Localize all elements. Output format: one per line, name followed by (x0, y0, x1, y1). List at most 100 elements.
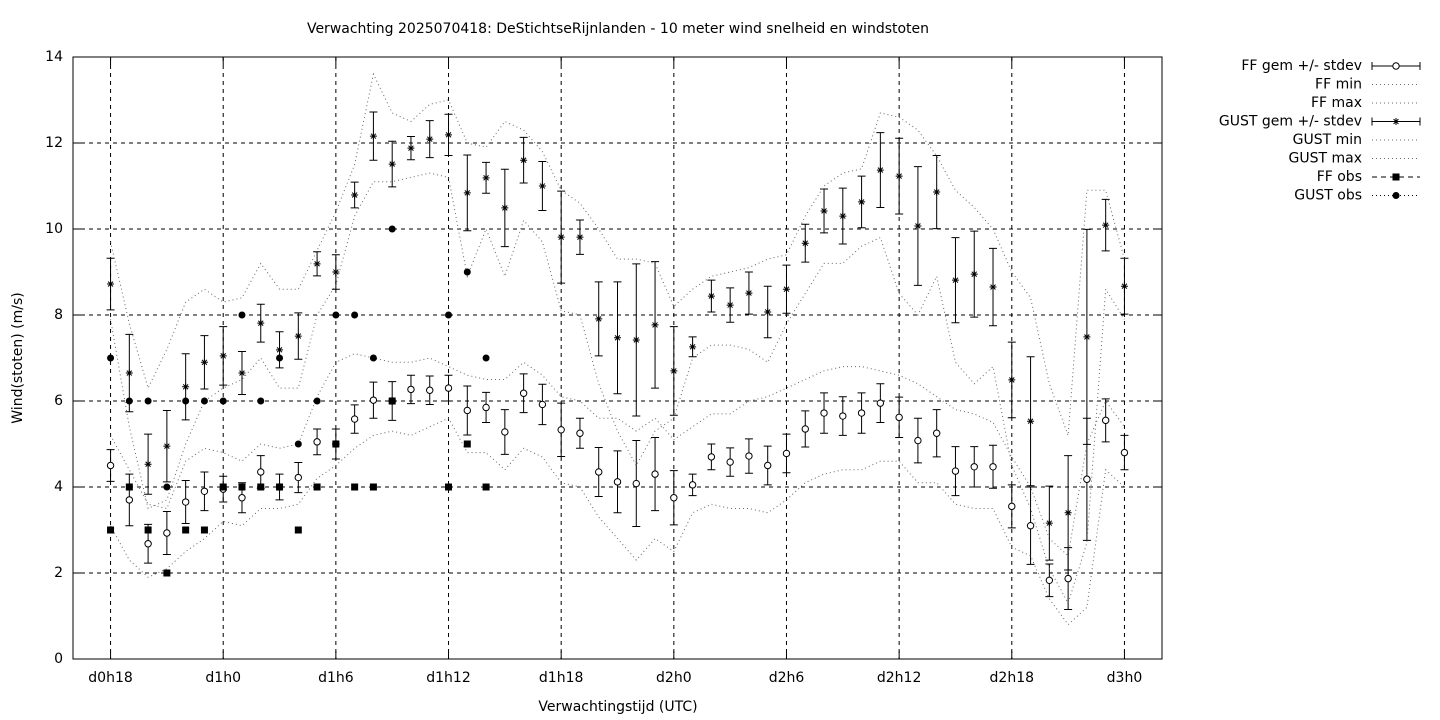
point (407, 385, 415, 394)
point (764, 461, 772, 470)
point (200, 358, 208, 366)
point (144, 397, 152, 405)
point (857, 409, 866, 417)
point (182, 397, 190, 405)
x-tick-label: d2h6 (769, 670, 805, 686)
point (951, 276, 959, 284)
point (182, 526, 190, 534)
point (276, 354, 284, 362)
point (125, 369, 133, 377)
point (932, 429, 941, 437)
point (1083, 475, 1091, 483)
point (689, 343, 697, 351)
point (351, 311, 359, 319)
legend-label: FF min (1315, 77, 1362, 93)
point (1120, 448, 1129, 457)
legend-label: FF obs (1317, 169, 1362, 185)
point (238, 494, 246, 502)
x-tick-label: d1h12 (426, 670, 470, 686)
point (238, 369, 246, 377)
point (576, 233, 584, 241)
point (820, 409, 828, 417)
point (538, 182, 546, 190)
point (125, 496, 134, 504)
point (1064, 509, 1072, 517)
point (595, 315, 603, 323)
point (651, 470, 659, 478)
point (576, 429, 584, 437)
point (1102, 221, 1110, 229)
point (764, 308, 772, 316)
point (444, 384, 453, 392)
point (332, 268, 340, 276)
point (951, 467, 960, 475)
range-line (110, 72, 1125, 436)
y-tick-label: 4 (54, 479, 63, 495)
point (257, 483, 265, 491)
point (125, 397, 133, 405)
point (726, 458, 734, 466)
x-tick-label: d2h12 (877, 670, 921, 686)
point (200, 487, 209, 495)
point (895, 172, 903, 180)
point (332, 440, 340, 448)
x-tick-label: d1h18 (539, 670, 583, 686)
x-tick-label: d0h18 (88, 670, 132, 686)
point (294, 526, 302, 534)
point (745, 452, 753, 460)
point (463, 268, 471, 276)
point (482, 174, 490, 182)
point (670, 367, 678, 375)
legend-marker (1392, 192, 1400, 199)
point (276, 483, 284, 491)
point (294, 440, 302, 448)
point (595, 468, 603, 476)
point (914, 436, 922, 445)
point (200, 397, 208, 405)
point (219, 352, 227, 360)
y-tick-label: 8 (54, 307, 63, 323)
point (350, 415, 359, 423)
x-axis-label: Verwachtingstijd (UTC) (538, 699, 697, 715)
point (219, 397, 227, 405)
point (276, 346, 284, 354)
point (1101, 416, 1110, 425)
y-tick-label: 14 (45, 49, 63, 65)
x-tick-label: d1h0 (205, 670, 241, 686)
legend-label: GUST obs (1294, 188, 1362, 204)
y-axis-label: Wind(stoten) (m/s) (10, 292, 26, 423)
point (895, 413, 903, 422)
point (351, 191, 359, 199)
point (1026, 522, 1035, 530)
x-tick-label: d2h0 (656, 670, 692, 686)
point (163, 483, 171, 491)
point (1120, 282, 1128, 290)
point (1027, 417, 1035, 425)
point (858, 198, 866, 206)
point (632, 479, 640, 488)
point (463, 406, 471, 415)
point (294, 473, 303, 482)
point (482, 354, 490, 362)
point (614, 334, 621, 342)
point (726, 301, 734, 309)
point (839, 212, 847, 220)
point (707, 292, 715, 300)
point (144, 460, 152, 468)
point (801, 239, 809, 247)
point (970, 463, 978, 471)
point (369, 483, 377, 491)
point (107, 280, 115, 288)
point (426, 135, 434, 143)
point (257, 319, 265, 327)
point (163, 529, 171, 537)
point (313, 438, 321, 446)
y-tick-label: 0 (54, 651, 63, 667)
point (745, 289, 753, 297)
point (107, 354, 115, 362)
legend-label: GUST min (1293, 132, 1362, 148)
point (388, 397, 396, 405)
point (782, 449, 791, 458)
